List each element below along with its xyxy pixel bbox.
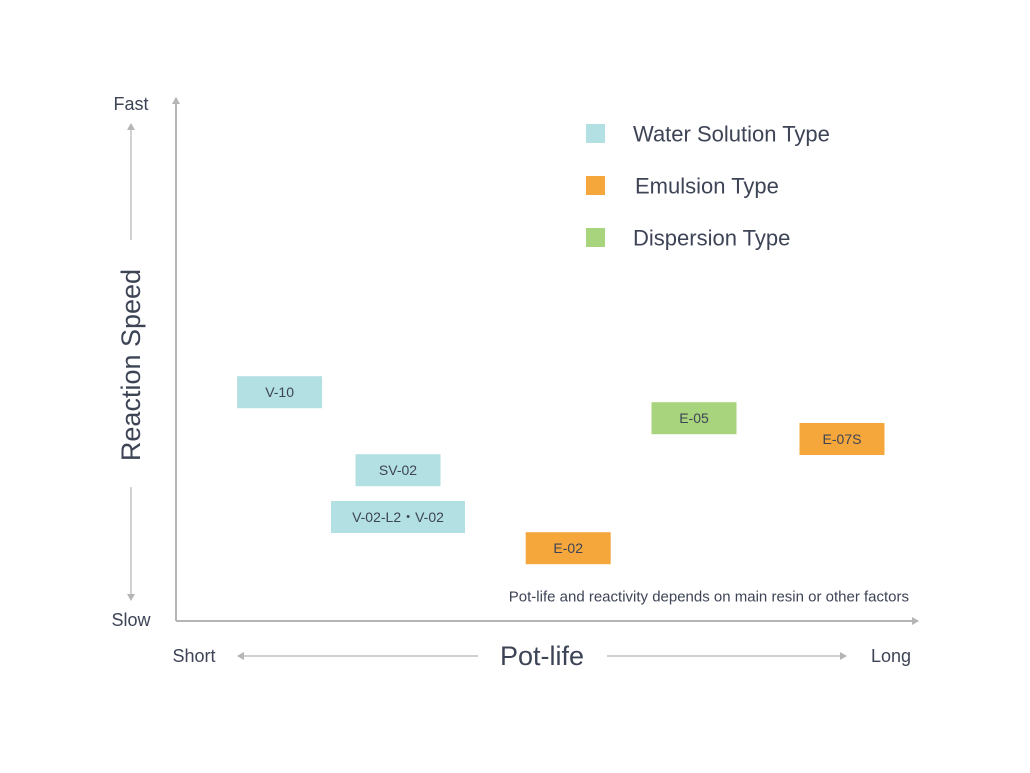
- legend-swatch-water-solution: [586, 124, 605, 143]
- data-point-v-10: V-10: [237, 376, 323, 409]
- data-point-box: [651, 402, 737, 435]
- legend-swatch-dispersion: [586, 228, 605, 247]
- legend-label-dispersion: Dispersion Type: [633, 226, 790, 251]
- x-tick-min: Short: [172, 646, 215, 666]
- data-point-e-07s: E-07S: [799, 423, 885, 455]
- chart-annotation: Pot-life and reactivity depends on main …: [509, 589, 909, 606]
- x-axis-title: Pot-life: [500, 641, 584, 671]
- data-point-box: [331, 501, 465, 533]
- data-point-label: V-02-L2・V-02: [352, 509, 444, 525]
- data-point-label: SV-02: [379, 462, 417, 478]
- legend: Water Solution Type Emulsion Type Disper…: [586, 122, 830, 251]
- y-tick-max: Fast: [113, 94, 148, 114]
- data-point-label: V-10: [265, 384, 294, 400]
- data-point-box: [355, 454, 441, 487]
- legend-label-water-solution: Water Solution Type: [633, 122, 830, 147]
- y-tick-min: Slow: [111, 610, 151, 630]
- data-point-label: E-07S: [823, 431, 862, 447]
- data-point-e-05: E-05: [651, 402, 737, 435]
- legend-swatch-emulsion: [586, 176, 605, 195]
- data-point-label: E-02: [553, 540, 583, 556]
- data-point-box: [799, 423, 885, 455]
- x-tick-max: Long: [871, 646, 911, 666]
- data-point-sv-02: SV-02: [355, 454, 441, 487]
- legend-label-emulsion: Emulsion Type: [635, 174, 779, 199]
- data-point-v-02-l2-v-02: V-02-L2・V-02: [331, 501, 465, 533]
- y-axis-title: Reaction Speed: [116, 269, 146, 461]
- data-point-label: E-05: [679, 410, 709, 426]
- data-point-box: [237, 376, 323, 409]
- data-points: V-10 SV-02 V-02-L2・V-02 E-02 E-05 E-07S: [237, 376, 885, 565]
- data-point-box: [525, 532, 611, 565]
- data-point-e-02: E-02: [525, 532, 611, 565]
